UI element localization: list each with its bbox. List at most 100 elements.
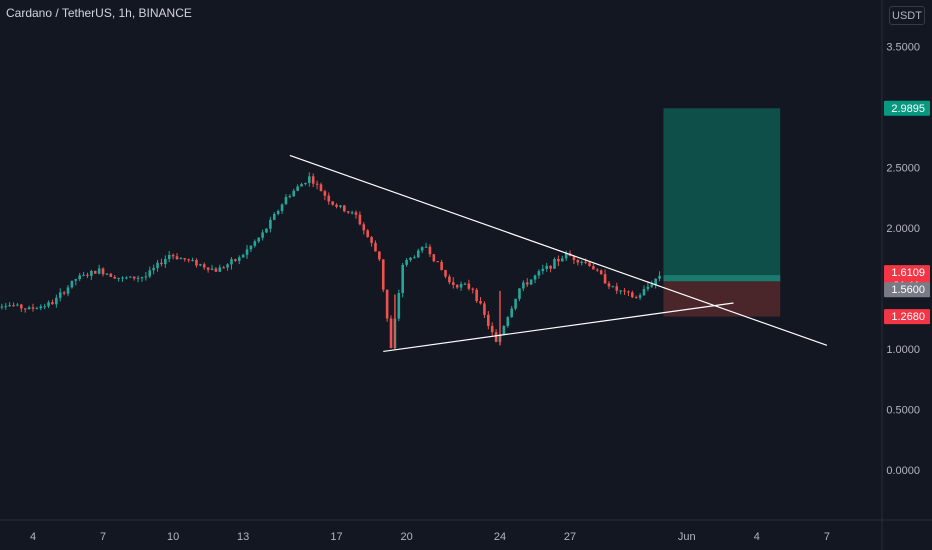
candle-body: [557, 259, 560, 262]
candle-body: [350, 212, 354, 214]
candle-body: [634, 297, 638, 299]
candle-body: [66, 287, 70, 294]
candle-body: [206, 267, 210, 270]
candle-body: [638, 295, 642, 298]
candle-body: [405, 260, 408, 265]
candle-body: [370, 237, 373, 243]
open-profit-band: [663, 275, 781, 282]
candle-body: [564, 253, 568, 259]
candle-body: [156, 262, 159, 269]
candle-body: [358, 214, 362, 225]
candle-body: [152, 268, 155, 271]
candle-body: [619, 290, 622, 292]
candle-body: [549, 265, 552, 269]
candle-body: [436, 261, 440, 263]
candle-body: [420, 247, 424, 251]
candle-body: [385, 289, 389, 319]
candle-body: [490, 325, 494, 333]
candle-body: [58, 292, 62, 298]
candle-body: [292, 190, 296, 197]
candle-body: [241, 254, 245, 258]
time-tick-label: 7: [824, 531, 830, 543]
candle-body: [331, 201, 334, 205]
time-tick-label: 13: [237, 531, 249, 543]
candle-body: [47, 302, 50, 307]
support-trendline[interactable]: [383, 302, 734, 353]
candle-body: [276, 210, 280, 214]
candle-body: [428, 246, 432, 255]
entry-price-tag-label: 1.5600: [891, 284, 925, 296]
candle-body: [362, 224, 366, 231]
currency-unit-button[interactable]: USDT: [889, 6, 925, 25]
candle-body: [483, 303, 486, 315]
trendline-drawings[interactable]: [289, 154, 828, 353]
candle-body: [93, 270, 97, 274]
resistance-trendline[interactable]: [289, 154, 828, 346]
candle-body: [560, 258, 564, 262]
candle-body: [272, 213, 276, 220]
candle-body: [323, 191, 327, 196]
candle-body: [300, 184, 303, 187]
candle-body: [658, 275, 661, 279]
candle-body: [12, 305, 15, 307]
candle-body: [642, 288, 646, 296]
candle-body: [366, 230, 369, 238]
candle-body: [346, 211, 350, 213]
time-tick-label: 7: [100, 531, 106, 543]
candle-body: [82, 274, 85, 276]
candle-body: [381, 259, 385, 290]
candle-body: [218, 267, 222, 272]
candle-body: [183, 258, 187, 260]
candle-body: [171, 254, 175, 257]
candle-body: [327, 195, 331, 202]
candle-body: [315, 183, 319, 185]
candle-body: [148, 270, 152, 277]
candle-body: [529, 279, 533, 285]
candle-body: [627, 291, 630, 293]
candle-body: [226, 264, 229, 268]
candle-body: [109, 273, 113, 277]
candle-body: [140, 277, 144, 279]
candle-body: [654, 278, 657, 285]
loss-zone[interactable]: [663, 281, 781, 317]
time-tick-label: 17: [330, 531, 342, 543]
candle-body: [117, 277, 120, 279]
candle-body: [459, 284, 463, 288]
candle-body: [467, 283, 471, 289]
price-tick-label: 2.0000: [886, 223, 920, 235]
time-axis-ticks[interactable]: 4 7 10 13 17 20 24 27 Jun 4 7: [30, 531, 830, 543]
candle-body: [444, 270, 447, 277]
position-zones[interactable]: [663, 108, 781, 317]
candle-body: [202, 264, 206, 268]
candle-body: [70, 280, 74, 288]
candle-body: [533, 275, 537, 280]
candle-body: [90, 270, 93, 276]
candle-body: [487, 314, 490, 326]
profit-zone[interactable]: [663, 108, 781, 282]
candle-body: [265, 228, 268, 233]
candle-body: [623, 290, 626, 292]
candle-body: [514, 298, 517, 309]
candle-body: [343, 205, 346, 212]
candle-body: [121, 277, 124, 279]
price-axis-ticks[interactable]: 3.5000 2.5000 2.0000 1.0000 0.5000 0.0000: [886, 42, 920, 478]
symbol-title[interactable]: Cardano / TetherUS, 1h, BINANCE: [6, 6, 192, 20]
candle-body: [144, 276, 148, 278]
candle-body: [257, 237, 261, 242]
candle-body: [105, 273, 109, 275]
candle-body: [128, 276, 132, 278]
candle-body: [199, 264, 202, 266]
candle-body: [31, 307, 35, 309]
candle-body: [78, 275, 81, 280]
candle-body: [51, 302, 54, 305]
candle-body: [525, 282, 529, 285]
target-price-tag-label: 2.9895: [891, 103, 925, 115]
candle-body: [506, 317, 510, 327]
candle-body: [187, 259, 190, 261]
candle-body: [4, 306, 8, 308]
candle-body: [432, 254, 436, 262]
candle-body: [136, 277, 140, 279]
candle-body: [646, 286, 650, 289]
